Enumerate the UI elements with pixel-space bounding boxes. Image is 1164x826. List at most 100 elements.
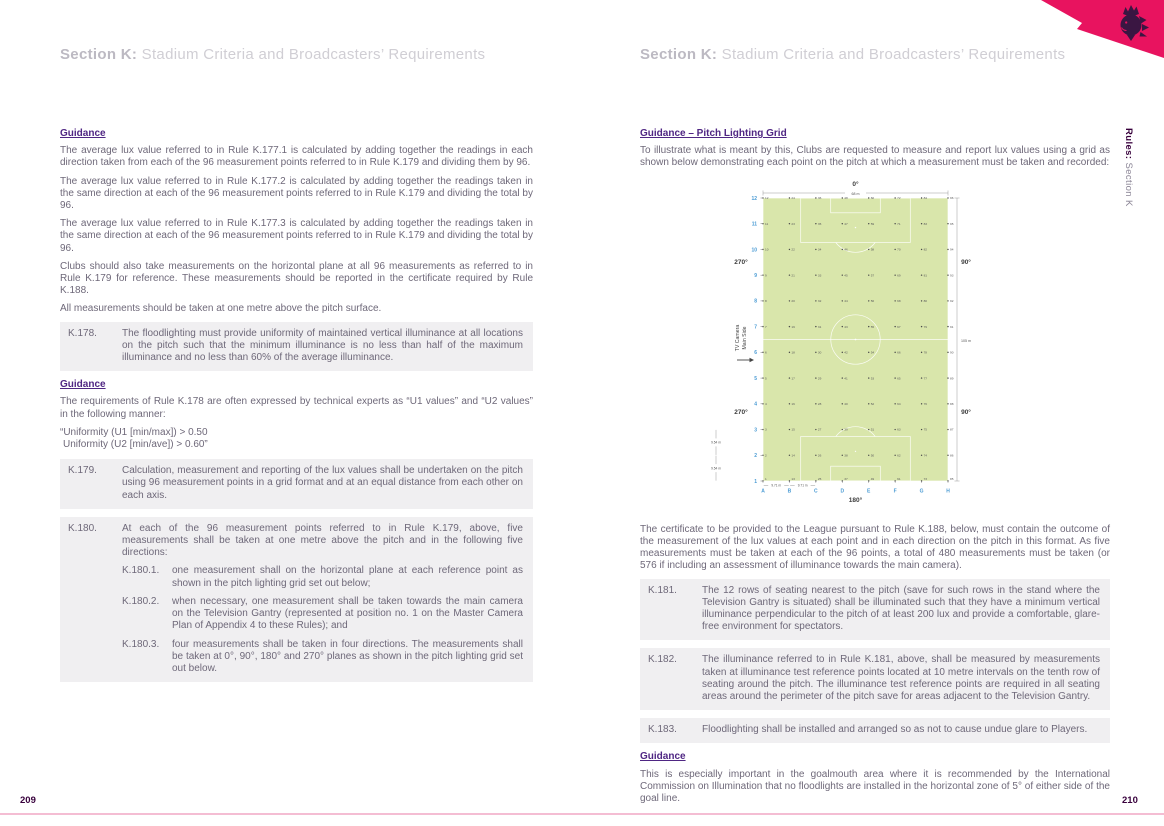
subrule-k180-1: K.180.1. one measurement shall on the ho… — [122, 565, 523, 589]
rule-box-k179: K.179. Calculation, measurement and repo… — [60, 459, 533, 509]
rule-box-k180: K.180. At each of the 96 measurement poi… — [60, 516, 533, 683]
svg-text:E: E — [867, 488, 871, 494]
svg-text:33: 33 — [818, 273, 822, 277]
section-label: Section K: — [60, 46, 138, 63]
svg-text:2: 2 — [754, 453, 757, 459]
guidance-heading: Guidance — [640, 751, 686, 763]
svg-text:20: 20 — [791, 299, 795, 303]
subrule-text: four measurements shall be taken in four… — [172, 638, 523, 674]
rule-number: K.179. — [68, 465, 97, 477]
svg-text:9: 9 — [765, 273, 767, 277]
svg-text:89: 89 — [950, 376, 954, 380]
svg-text:73: 73 — [924, 477, 928, 481]
svg-text:5: 5 — [754, 376, 757, 382]
rule-number: K.183. — [648, 724, 677, 736]
svg-text:57: 57 — [871, 273, 875, 277]
rule-number: K.182. — [648, 654, 677, 666]
subrule-number: K.180.2. — [122, 595, 160, 607]
sidebar-label-bold: Rules: — [1123, 128, 1134, 160]
svg-text:37: 37 — [844, 477, 848, 481]
subrule-text: when necessary, one measurement shall be… — [172, 595, 523, 632]
rule-box-k181: K.181. The 12 rows of seating nearest to… — [640, 578, 1110, 641]
svg-text:68 m: 68 m — [852, 192, 860, 196]
svg-text:16: 16 — [791, 402, 795, 406]
svg-text:1: 1 — [754, 478, 757, 484]
rule-intro: At each of the 96 measurement points ref… — [122, 522, 523, 559]
svg-text:A: A — [761, 488, 765, 494]
right-page-header: Section K: Stadium Criteria and Broadcas… — [640, 46, 1065, 63]
svg-text:3: 3 — [765, 427, 767, 431]
svg-text:3: 3 — [754, 427, 757, 433]
svg-text:12: 12 — [765, 196, 769, 200]
svg-text:1: 1 — [765, 477, 767, 481]
svg-text:270°: 270° — [734, 258, 748, 266]
svg-text:42: 42 — [844, 350, 848, 354]
rule-number: K.180. — [68, 522, 97, 534]
svg-text:77: 77 — [924, 376, 928, 380]
rule-number: K.178. — [68, 327, 97, 339]
svg-text:47: 47 — [844, 222, 848, 226]
svg-text:96: 96 — [950, 196, 954, 200]
svg-text:84: 84 — [924, 196, 928, 200]
svg-text:53: 53 — [871, 376, 875, 380]
svg-text:28: 28 — [818, 402, 822, 406]
svg-text:24: 24 — [791, 196, 795, 200]
svg-text:7: 7 — [765, 324, 767, 328]
subrule-text: one measurement shall on the horizontal … — [172, 565, 523, 589]
svg-text:61: 61 — [897, 477, 901, 481]
svg-text:43: 43 — [844, 324, 848, 328]
page-number-left: 209 — [20, 795, 36, 806]
svg-text:9: 9 — [754, 273, 757, 279]
svg-text:85: 85 — [950, 477, 954, 481]
guidance-paragraph: The requirements of Rule K.178 are often… — [60, 396, 533, 420]
section-title: Stadium Criteria and Broadcasters’ Requi… — [717, 46, 1066, 63]
subrule-number: K.180.1. — [122, 565, 160, 577]
svg-text:46: 46 — [844, 247, 848, 251]
svg-text:7: 7 — [754, 324, 757, 330]
svg-text:D: D — [840, 488, 844, 494]
svg-text:G: G — [920, 488, 924, 494]
svg-text:50: 50 — [871, 453, 875, 457]
section-title: Stadium Criteria and Broadcasters’ Requi… — [137, 46, 486, 63]
rule-text: The floodlighting must provide uniformit… — [122, 327, 523, 364]
svg-text:8: 8 — [754, 298, 757, 304]
svg-text:63: 63 — [897, 427, 901, 431]
svg-text:48: 48 — [844, 196, 848, 200]
svg-text:C: C — [814, 488, 818, 494]
svg-text:9.54 m: 9.54 m — [711, 440, 721, 444]
svg-text:55: 55 — [871, 324, 875, 328]
svg-text:41: 41 — [844, 376, 848, 380]
sidebar-section-label: Rules: Section K — [1123, 128, 1134, 207]
svg-text:62: 62 — [897, 453, 901, 457]
guidance-paragraph: The average lux value referred to in Rul… — [60, 145, 533, 169]
svg-text:90°: 90° — [961, 258, 971, 266]
svg-text:58: 58 — [871, 247, 875, 251]
svg-text:70: 70 — [897, 247, 901, 251]
svg-text:72: 72 — [897, 196, 901, 200]
svg-text:35: 35 — [818, 222, 822, 226]
sidebar-label-rest: Section K — [1123, 159, 1134, 207]
svg-text:9.71 m: 9.71 m — [798, 483, 808, 487]
svg-text:8: 8 — [765, 299, 767, 303]
pitch-lighting-grid: 1234567891011121314151617181920212223242… — [711, 180, 971, 504]
svg-text:54: 54 — [871, 350, 875, 354]
svg-text:19: 19 — [791, 324, 795, 328]
right-page-content: Guidance – Pitch Lighting Grid To illust… — [640, 128, 1110, 811]
guidance-paragraph: This is especially important in the goal… — [640, 768, 1110, 805]
svg-text:67: 67 — [897, 324, 901, 328]
svg-text:69: 69 — [897, 273, 901, 277]
svg-text:6: 6 — [765, 350, 767, 354]
svg-text:B: B — [788, 488, 792, 494]
subrule-k180-2: K.180.2. when necessary, one measurement… — [122, 596, 523, 633]
svg-text:32: 32 — [818, 299, 822, 303]
svg-text:52: 52 — [871, 402, 875, 406]
svg-text:6: 6 — [754, 350, 757, 356]
rule-text: Calculation, measurement and reporting o… — [122, 465, 523, 501]
svg-text:10: 10 — [765, 247, 769, 251]
rule-text: Floodlighting shall be installed and arr… — [702, 724, 1088, 736]
certificate-paragraph: The certificate to be provided to the Le… — [640, 523, 1110, 572]
svg-text:21: 21 — [791, 273, 795, 277]
brand-ribbon — [1041, 0, 1164, 58]
svg-text:71: 71 — [897, 222, 901, 226]
guidance-heading: Guidance — [60, 379, 106, 391]
